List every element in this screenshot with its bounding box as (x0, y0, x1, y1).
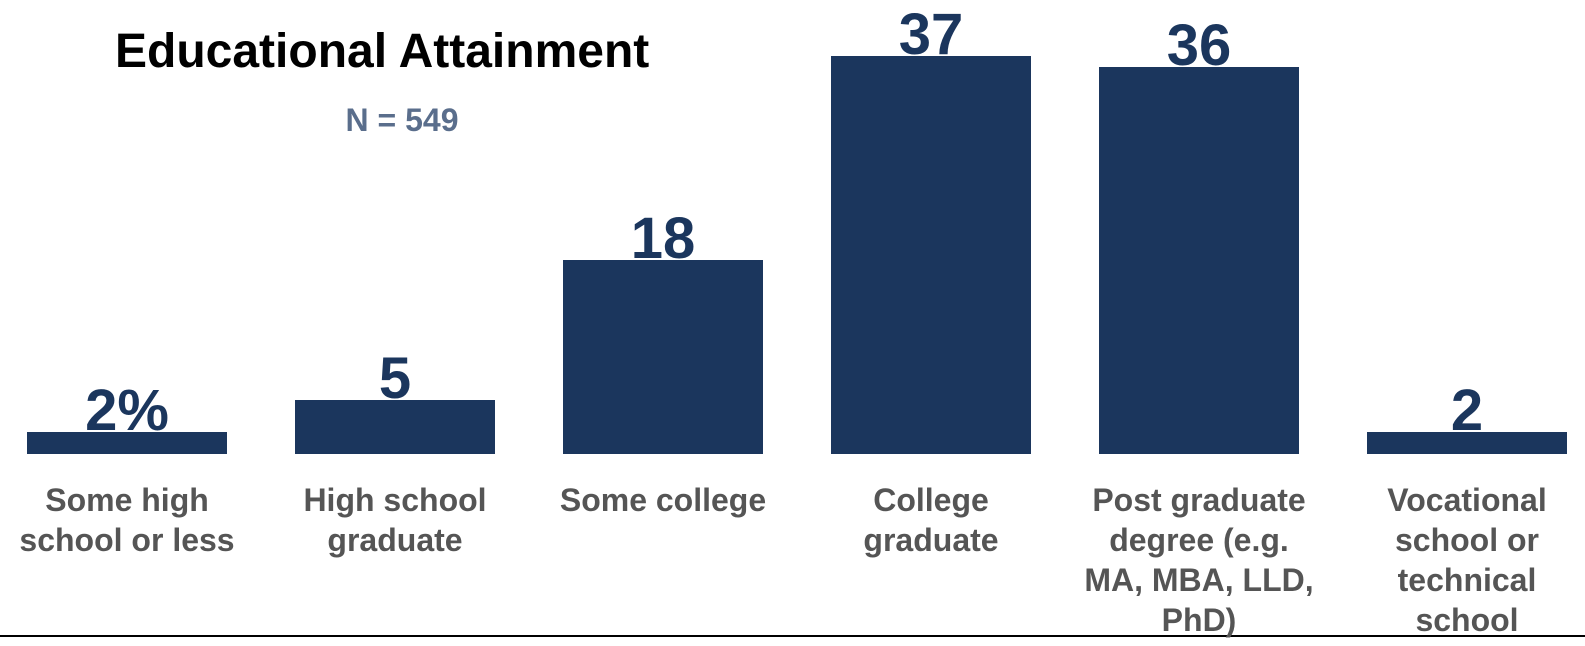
bar (831, 55, 1031, 454)
x-tick-label: Vocational school or technical school (1387, 482, 1547, 638)
value-label: 36 (1166, 12, 1232, 78)
value-label: 2% (85, 378, 169, 444)
x-tick-label: Some high school or less (19, 482, 235, 558)
x-tick-label: Some college (559, 482, 767, 518)
value-label: 18 (630, 206, 696, 272)
bar (1367, 432, 1567, 454)
bottom-rule (0, 635, 1585, 637)
bar (27, 432, 227, 454)
chart-subtitle: N = 549 (345, 102, 459, 138)
value-label: 5 (378, 346, 412, 412)
bar (295, 400, 495, 454)
bar (563, 260, 763, 454)
bar (1099, 66, 1299, 454)
x-tick-label: College graduate (863, 482, 999, 558)
x-tick-label: Post graduate degree (e.g. MA, MBA, LLD,… (1084, 482, 1314, 638)
chart-title: Educational Attainment (115, 25, 650, 78)
x-tick-label: High school graduate (303, 482, 487, 558)
value-label: 37 (898, 1, 964, 67)
value-label: 2 (1450, 378, 1484, 444)
